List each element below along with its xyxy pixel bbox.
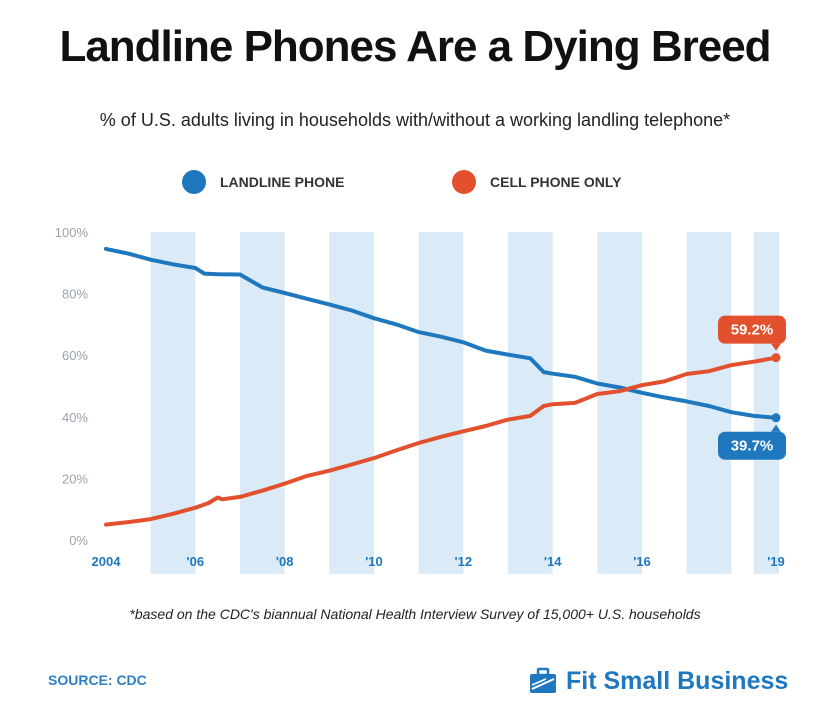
- end-value-label: 39.7%: [731, 438, 774, 455]
- end-label-box: [718, 315, 786, 344]
- chart-title: Landline Phones Are a Dying Breed: [59, 22, 771, 71]
- legend-swatch-cell: [452, 170, 476, 194]
- y-tick-label: 40%: [62, 410, 88, 425]
- x-tick-label: '06: [187, 554, 205, 569]
- legend-label-cell: CELL PHONE ONLY: [490, 174, 622, 190]
- legend-label-landline: LANDLINE PHONE: [220, 174, 345, 190]
- series-line-landline: [104, 246, 778, 420]
- background-band: [597, 232, 642, 574]
- background-band: [329, 232, 374, 574]
- y-tick-label: 60%: [62, 348, 88, 363]
- background-band: [150, 232, 196, 574]
- legend: LANDLINE PHONE CELL PHONE ONLY: [0, 170, 830, 194]
- chart-subtitle: % of U.S. adults living in households wi…: [99, 110, 731, 130]
- x-tick-label: '08: [276, 554, 294, 569]
- end-label-pointer: [771, 343, 781, 351]
- background-band: [753, 232, 779, 574]
- background-band: [240, 232, 285, 574]
- footnote: *based on the CDC's biannual National He…: [129, 606, 701, 622]
- x-tick-label: 2004: [92, 554, 122, 569]
- y-tick-label: 100%: [55, 225, 89, 240]
- line-chart: 0% 20% 40% 60% 80% 100% 2004 '06 '08 '10 '12 '14 '16…: [55, 225, 786, 574]
- source-label: SOURCE: CDC: [48, 672, 147, 688]
- brand-name: Fit Small Business: [566, 666, 789, 695]
- y-tick-label: 80%: [62, 287, 88, 302]
- brand-logo: Fit Small Business: [528, 664, 788, 698]
- background-band: [508, 232, 553, 574]
- end-value-label: 59.2%: [731, 322, 774, 339]
- x-tick-label: '19: [767, 554, 785, 569]
- end-label-box: [718, 431, 786, 460]
- series-line-cell: [104, 355, 778, 527]
- series-end-point: [771, 413, 781, 423]
- y-tick-label: 20%: [62, 471, 88, 486]
- end-label-pointer: [771, 424, 781, 432]
- x-tick-label: '14: [544, 554, 562, 569]
- legend-swatch-landline: [182, 170, 206, 194]
- series-end-point: [771, 353, 781, 363]
- legend-item-landline: LANDLINE PHONE: [182, 170, 344, 194]
- briefcase-icon: [530, 667, 556, 693]
- legend-item-cell: CELL PHONE ONLY: [452, 170, 621, 194]
- background-band: [418, 232, 464, 574]
- x-tick-label: '16: [633, 554, 651, 569]
- x-tick-label: '10: [365, 554, 383, 569]
- x-tick-label: '12: [455, 554, 473, 569]
- y-tick-label: 0%: [69, 533, 88, 548]
